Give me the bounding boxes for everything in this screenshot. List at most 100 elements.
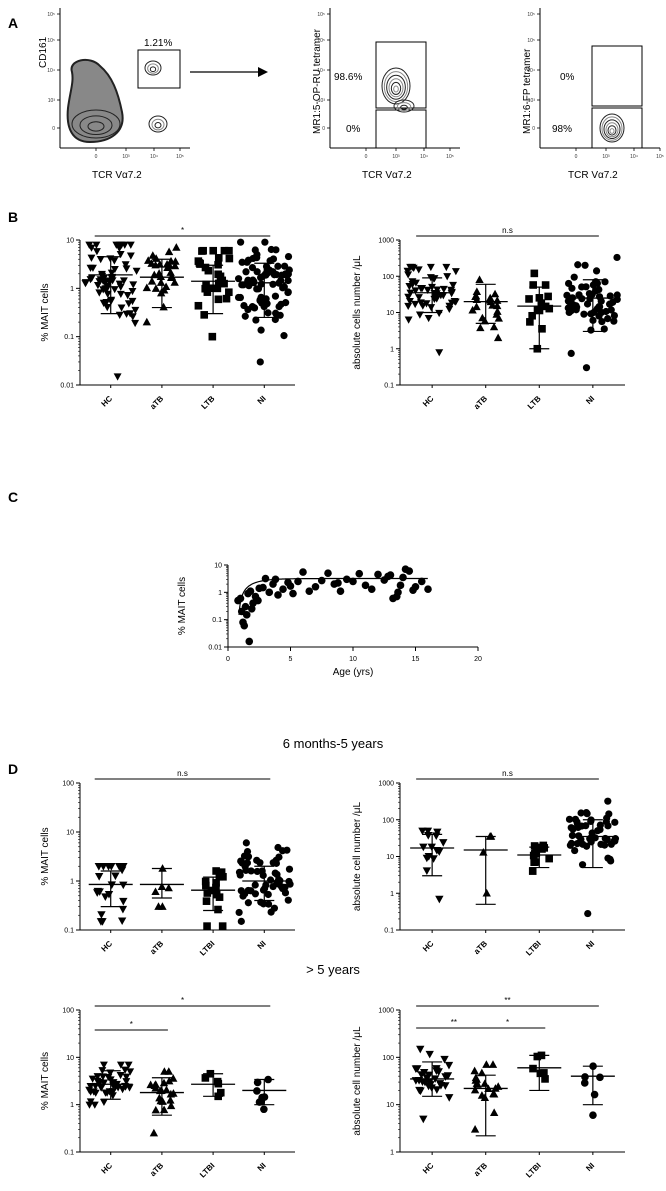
data-point xyxy=(214,295,223,304)
data-point xyxy=(529,281,537,289)
flow-contour xyxy=(83,118,109,134)
data-point xyxy=(164,247,174,256)
data-point xyxy=(116,290,125,299)
data-point xyxy=(289,589,297,598)
data-point xyxy=(126,241,135,249)
data-point xyxy=(610,311,618,320)
data-point xyxy=(220,246,229,255)
data-point xyxy=(489,322,499,331)
significance-label: * xyxy=(506,1018,509,1027)
data-point xyxy=(477,1091,487,1099)
y-tick-label: 0.1 xyxy=(384,383,394,390)
data-point xyxy=(99,1061,108,1069)
data-point xyxy=(202,897,211,905)
flow-contour xyxy=(386,74,406,100)
data-point xyxy=(280,332,288,340)
significance-label: ** xyxy=(451,1018,457,1027)
data-point xyxy=(565,815,574,823)
data-point xyxy=(432,1065,441,1073)
data-point xyxy=(163,263,172,271)
data-point xyxy=(239,892,247,900)
data-point xyxy=(435,895,444,904)
data-point xyxy=(284,252,293,261)
data-point xyxy=(482,1060,491,1068)
data-point xyxy=(537,299,546,307)
data-point xyxy=(117,304,126,312)
data-point xyxy=(94,863,104,871)
data-point xyxy=(418,285,427,293)
data-point xyxy=(270,904,279,912)
data-point xyxy=(122,265,131,273)
data-point xyxy=(586,295,594,303)
panel-letter-b: B xyxy=(8,209,18,225)
data-point xyxy=(490,289,500,298)
data-point xyxy=(418,1078,427,1086)
data-point xyxy=(244,853,253,861)
data-point xyxy=(225,246,233,255)
y-tick-label: 0.1 xyxy=(212,617,222,624)
data-point xyxy=(110,257,119,265)
data-point xyxy=(582,822,590,830)
data-point xyxy=(405,283,414,291)
section-header-old: > 5 years xyxy=(306,962,360,977)
data-point xyxy=(417,1071,426,1079)
data-point xyxy=(128,297,137,306)
data-point xyxy=(444,1061,454,1070)
data-point xyxy=(447,290,456,298)
x-tick-label: aTB xyxy=(148,939,165,956)
data-point xyxy=(563,291,571,299)
data-point xyxy=(253,285,261,293)
y-tick-label: 10 xyxy=(214,563,222,570)
data-point xyxy=(411,582,420,591)
data-point xyxy=(528,311,536,320)
data-point xyxy=(96,256,105,264)
y-axis-label: % MAIT cells xyxy=(40,827,51,885)
data-point xyxy=(248,303,256,311)
data-point xyxy=(435,309,444,318)
flow1-ylabel: CD161 xyxy=(38,36,49,68)
data-point xyxy=(568,831,577,840)
data-point xyxy=(274,591,282,599)
data-point xyxy=(115,311,124,319)
flow2-lower-pct: 0% xyxy=(346,124,361,135)
x-tick-label: aTB xyxy=(148,1161,165,1178)
flow-y-tick-label: 10⁵ xyxy=(47,12,55,18)
data-point xyxy=(285,877,293,886)
data-point xyxy=(575,291,583,299)
data-point xyxy=(432,1086,442,1094)
flow-x-tick-label: 10⁵ xyxy=(446,154,454,160)
data-point xyxy=(103,304,112,312)
data-point xyxy=(122,1078,131,1086)
data-point xyxy=(110,286,119,294)
data-point xyxy=(285,266,293,274)
flow-contour xyxy=(91,124,101,130)
data-point xyxy=(158,902,167,910)
data-point xyxy=(165,1076,174,1085)
data-point xyxy=(580,310,588,318)
data-point xyxy=(530,850,539,858)
data-point xyxy=(202,280,210,289)
data-point xyxy=(115,280,124,288)
flow-contour xyxy=(393,99,415,113)
flow1-xlabel: TCR Vα7.2 xyxy=(92,170,142,181)
data-point xyxy=(476,323,485,332)
data-point xyxy=(609,298,617,306)
data-point xyxy=(374,570,382,579)
data-point xyxy=(170,261,180,270)
data-point xyxy=(589,1111,597,1119)
data-point xyxy=(203,889,212,897)
data-point xyxy=(284,276,292,285)
data-point xyxy=(87,254,96,262)
x-tick-label: aTB xyxy=(472,939,489,956)
data-point xyxy=(489,1108,499,1116)
data-point xyxy=(424,585,432,594)
x-tick-label: NI xyxy=(256,939,268,951)
data-point xyxy=(92,241,101,249)
data-point xyxy=(237,917,245,925)
data-point xyxy=(88,1075,97,1083)
data-point xyxy=(418,302,427,310)
x-tick-label: NI xyxy=(256,394,268,406)
data-point xyxy=(384,572,392,581)
data-point xyxy=(164,883,173,892)
data-point xyxy=(264,890,272,899)
